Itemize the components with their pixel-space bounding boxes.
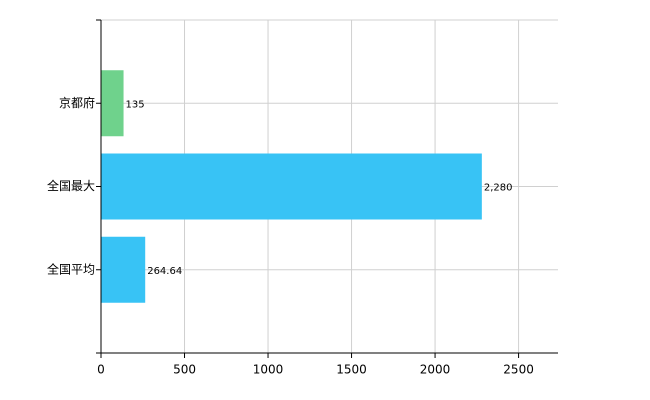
- bar: [101, 236, 146, 303]
- x-tick-label: 500: [173, 363, 196, 377]
- y-tick-label: 全国平均: [47, 261, 95, 276]
- x-tick-label: 2500: [503, 363, 534, 377]
- value-label: 2,280: [484, 183, 513, 194]
- y-tick-label: 全国最大: [47, 178, 95, 193]
- bar: [101, 70, 124, 137]
- bar: [101, 153, 482, 220]
- value-label: 135: [126, 99, 145, 110]
- value-label: 264.64: [147, 266, 182, 277]
- x-tick-label: 1500: [336, 363, 367, 377]
- y-tick-label: 京都府: [59, 95, 95, 110]
- x-tick-label: 0: [97, 363, 105, 377]
- x-tick-label: 1000: [253, 363, 284, 377]
- x-tick-label: 2000: [420, 363, 451, 377]
